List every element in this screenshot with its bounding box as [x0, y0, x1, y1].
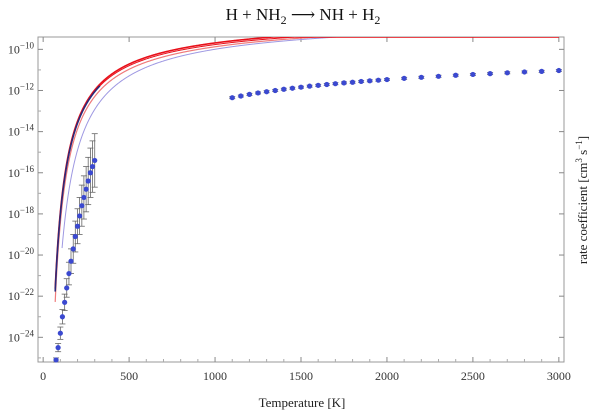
- x-tick-label: 2500: [461, 369, 485, 383]
- data-point: [87, 170, 94, 176]
- data-point: [66, 270, 72, 277]
- data-point: [332, 81, 338, 87]
- fit-curve-main-lower: [54, 37, 559, 291]
- y-tick-label: 10−10: [8, 40, 35, 56]
- data-point: [306, 83, 313, 89]
- data-point: [341, 80, 347, 86]
- x-tick-label: 0: [40, 369, 46, 383]
- data-point: [85, 178, 91, 184]
- data-point: [70, 246, 76, 252]
- x-tick-label: 1000: [203, 369, 227, 383]
- x-tick-label: 2000: [375, 369, 399, 383]
- data-point: [74, 223, 81, 229]
- data-point: [238, 93, 244, 99]
- data-point: [57, 330, 63, 336]
- y-axis-label: rate coefficient [cm3 s−1]: [574, 136, 590, 264]
- data-point: [367, 78, 373, 84]
- data-point: [255, 90, 261, 96]
- data-point: [453, 72, 459, 78]
- data-point: [83, 186, 89, 192]
- y-tick-label: 10−16: [8, 164, 35, 180]
- data-point: [68, 258, 74, 264]
- data-point: [62, 299, 68, 305]
- data-point: [246, 91, 253, 97]
- data-point: [521, 69, 528, 75]
- data-point: [53, 357, 59, 363]
- data-point: [349, 79, 356, 85]
- y-tick-label: 10−12: [8, 81, 34, 97]
- data-point: [281, 86, 287, 92]
- data-point: [264, 89, 270, 95]
- fit-curve-main: [54, 37, 559, 289]
- x-tick-label: 1500: [289, 369, 313, 383]
- data-point: [55, 345, 61, 351]
- data-points: [53, 67, 562, 363]
- y-tick-label: 10−18: [8, 205, 35, 221]
- y-tick-label: 10−20: [8, 246, 35, 262]
- data-point: [418, 74, 424, 80]
- error-bars: [53, 69, 562, 363]
- data-point: [315, 82, 321, 88]
- data-point: [358, 78, 364, 85]
- data-point: [556, 67, 562, 74]
- tick-group: 0 500 1000 1500 2000 2500 3000 10−10 10−12 10−14 1…: [8, 37, 571, 383]
- data-point: [59, 314, 66, 320]
- data-point: [375, 77, 381, 83]
- data-point: [324, 81, 330, 88]
- fit-curve-blue: [61, 37, 559, 249]
- data-point: [487, 71, 493, 77]
- fit-curves: [54, 37, 559, 302]
- data-point: [435, 73, 442, 79]
- fit-curve-dark: [54, 85, 101, 292]
- data-point: [298, 84, 304, 90]
- data-point: [401, 75, 407, 81]
- data-point: [272, 87, 278, 94]
- data-point: [289, 85, 296, 91]
- data-point: [470, 71, 476, 78]
- y-tick-label: 10−14: [8, 123, 35, 139]
- data-point: [539, 68, 545, 74]
- data-point: [79, 203, 85, 209]
- data-point: [504, 70, 510, 76]
- y-tick-label: 10−22: [8, 287, 34, 303]
- data-point: [89, 163, 96, 170]
- data-point: [81, 194, 87, 201]
- data-point: [76, 213, 83, 219]
- data-point: [64, 285, 70, 291]
- chart-title: H + NH2 ⟶ NH + H2: [226, 5, 381, 27]
- data-point: [72, 233, 78, 240]
- data-point: [384, 76, 390, 83]
- x-tick-label: 3000: [547, 369, 571, 383]
- y-tick-label: 10−24: [8, 328, 35, 344]
- data-point: [229, 95, 235, 101]
- x-tick-label: 500: [120, 369, 138, 383]
- data-point: [92, 157, 98, 164]
- fit-curve-light: [54, 37, 559, 302]
- x-axis-label: Temperature [K]: [259, 395, 346, 410]
